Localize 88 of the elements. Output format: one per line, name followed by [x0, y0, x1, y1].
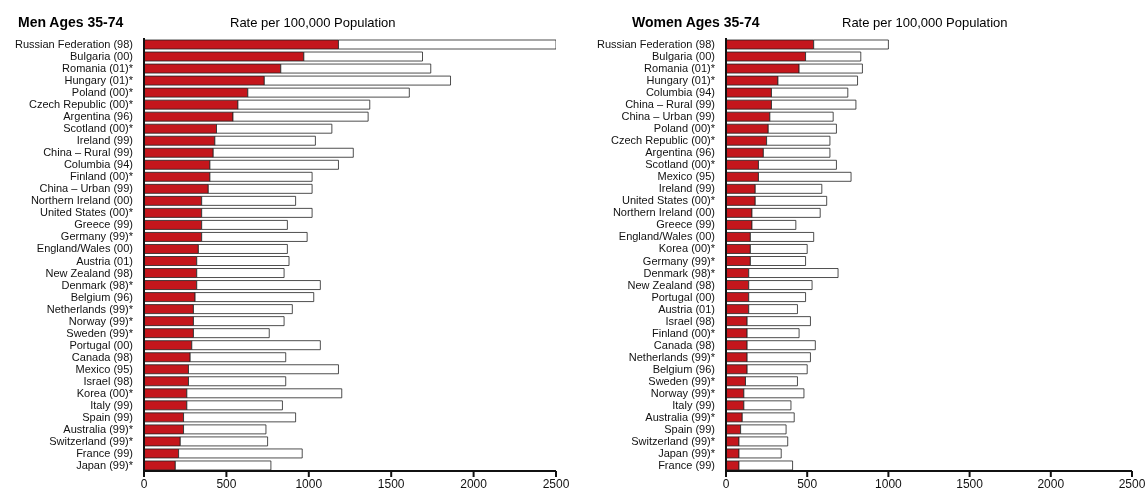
y-tick-label: Spain (99)	[664, 422, 715, 435]
y-tick-label: Czech Republic (00)*	[611, 134, 716, 147]
x-tick-label: 1000	[295, 476, 323, 491]
y-tick-label: Korea (00)*	[76, 386, 134, 399]
x-tick-label: 1500	[377, 476, 405, 491]
y-tick-label: Japan (99)*	[658, 446, 716, 459]
chart-title: Men Ages 35-74	[18, 14, 124, 30]
y-tick-label: United States (00)*	[622, 194, 716, 207]
y-tick-label: Scotland (00)*	[63, 122, 134, 135]
y-tick-label: Austria (01)	[658, 302, 715, 315]
y-tick-label: Bulgaria (00)	[652, 50, 715, 63]
y-tick-label: Denmark (98)*	[643, 266, 716, 279]
y-tick-label: Denmark (98)*	[61, 278, 134, 291]
y-tick-label: Columbia (94)	[63, 158, 133, 171]
y-tick-label: Canada (98)	[653, 338, 715, 351]
y-tick-label: Mexico (95)	[657, 170, 715, 183]
y-tick-label: Romania (01)*	[644, 62, 716, 75]
y-tick-label: Italy (99)	[90, 398, 133, 411]
y-tick-label: Northern Ireland (00)	[30, 194, 133, 207]
y-tick-label: Norway (99)*	[650, 386, 716, 399]
y-tick-label: Poland (00)*	[71, 86, 134, 99]
y-tick-label: Germany (99)*	[642, 254, 716, 267]
y-tick-label: Korea (00)*	[658, 242, 716, 255]
y-tick-label: New Zealand (98)	[45, 266, 133, 279]
y-tick-label: Portugal (00)	[651, 290, 715, 303]
y-tick-label: Finland (00)*	[652, 326, 716, 339]
y-tick-label: Sweden (99)*	[66, 326, 134, 339]
y-tick-label: Australia (99)*	[645, 410, 716, 423]
y-tick-label: France (99)	[658, 458, 715, 471]
y-tick-label: United States (00)*	[40, 206, 134, 219]
y-tick-label: Netherlands (99)*	[628, 350, 716, 363]
x-tick-label: 0	[140, 476, 148, 491]
y-tick-label: Israel (98)	[83, 374, 133, 387]
x-tick-label: 2500	[1118, 476, 1146, 491]
y-tick-label: Ireland (99)	[76, 134, 133, 147]
y-tick-label: Belgium (96)	[652, 362, 715, 375]
y-tick-label: Spain (99)	[82, 410, 133, 423]
x-tick-label: 1000	[875, 476, 903, 491]
y-tick-label: New Zealand (98)	[627, 278, 715, 291]
y-tick-label: China – Rural (99)	[625, 98, 715, 111]
y-tick-label: Northern Ireland (00)	[612, 206, 715, 219]
y-tick-label: Poland (00)*	[653, 122, 716, 135]
y-tick-label: Canada (98)	[71, 350, 133, 363]
y-tick-label: Israel (98)	[665, 314, 715, 327]
y-tick-label: Romania (01)*	[62, 62, 134, 75]
y-tick-label: Norway (99)*	[68, 314, 134, 327]
y-tick-label: Russian Federation (98)	[14, 38, 133, 51]
y-tick-label: Scotland (00)*	[645, 158, 716, 171]
y-tick-label: Bulgaria (00)	[70, 50, 133, 63]
y-tick-label: Hungary (01)*	[646, 74, 716, 87]
y-tick-label: England/Wales (00)	[618, 230, 715, 243]
x-tick-label: 1500	[956, 476, 984, 491]
y-tick-label: Belgium (96)	[70, 290, 133, 303]
y-tick-label: Greece (99)	[656, 218, 715, 231]
y-tick-label: Austria (01)	[76, 254, 133, 267]
y-tick-label: Switzerland (99)*	[631, 434, 716, 447]
y-tick-label: Greece (99)	[74, 218, 133, 231]
x-tick-label: 2500	[542, 476, 570, 491]
y-tick-label: China – Rural (99)	[43, 146, 133, 159]
y-tick-label: Russian Federation (98)	[596, 38, 715, 51]
y-tick-label: Switzerland (99)*	[49, 434, 134, 447]
y-tick-label: Australia (99)*	[63, 422, 134, 435]
y-tick-label: Germany (99)*	[60, 230, 134, 243]
y-tick-label: Finland (00)*	[70, 170, 134, 183]
x-axis-title: Rate per 100,000 Population	[842, 15, 1008, 30]
x-tick-label: 0	[722, 476, 730, 491]
x-tick-label: 2000	[1037, 476, 1065, 491]
y-tick-label: Mexico (95)	[75, 362, 133, 375]
y-tick-label: Argentina (96)	[63, 110, 133, 123]
chart-title: Women Ages 35-74	[632, 14, 760, 30]
y-tick-label: Sweden (99)*	[648, 374, 716, 387]
x-axis-title: Rate per 100,000 Population	[230, 15, 396, 30]
y-tick-label: Netherlands (99)*	[46, 302, 134, 315]
y-tick-label: Hungary (01)*	[64, 74, 134, 87]
y-tick-label: China – Urban (99)	[39, 182, 133, 195]
y-tick-label: France (99)	[76, 446, 133, 459]
y-tick-label: Portugal (00)	[69, 338, 133, 351]
y-tick-label: Argentina (96)	[645, 146, 715, 159]
y-tick-label: Ireland (99)	[658, 182, 715, 195]
y-tick-label: England/Wales (00)	[36, 242, 133, 255]
x-tick-label: 500	[797, 476, 818, 491]
y-tick-label: Czech Republic (00)*	[29, 98, 134, 111]
y-tick-label: Columbia (94)	[645, 86, 715, 99]
x-tick-label: 2000	[460, 476, 488, 491]
x-tick-label: 500	[216, 476, 237, 491]
y-tick-label: Japan (99)*	[76, 458, 134, 471]
y-tick-label: Italy (99)	[672, 398, 715, 411]
y-tick-label: China – Urban (99)	[621, 110, 715, 123]
